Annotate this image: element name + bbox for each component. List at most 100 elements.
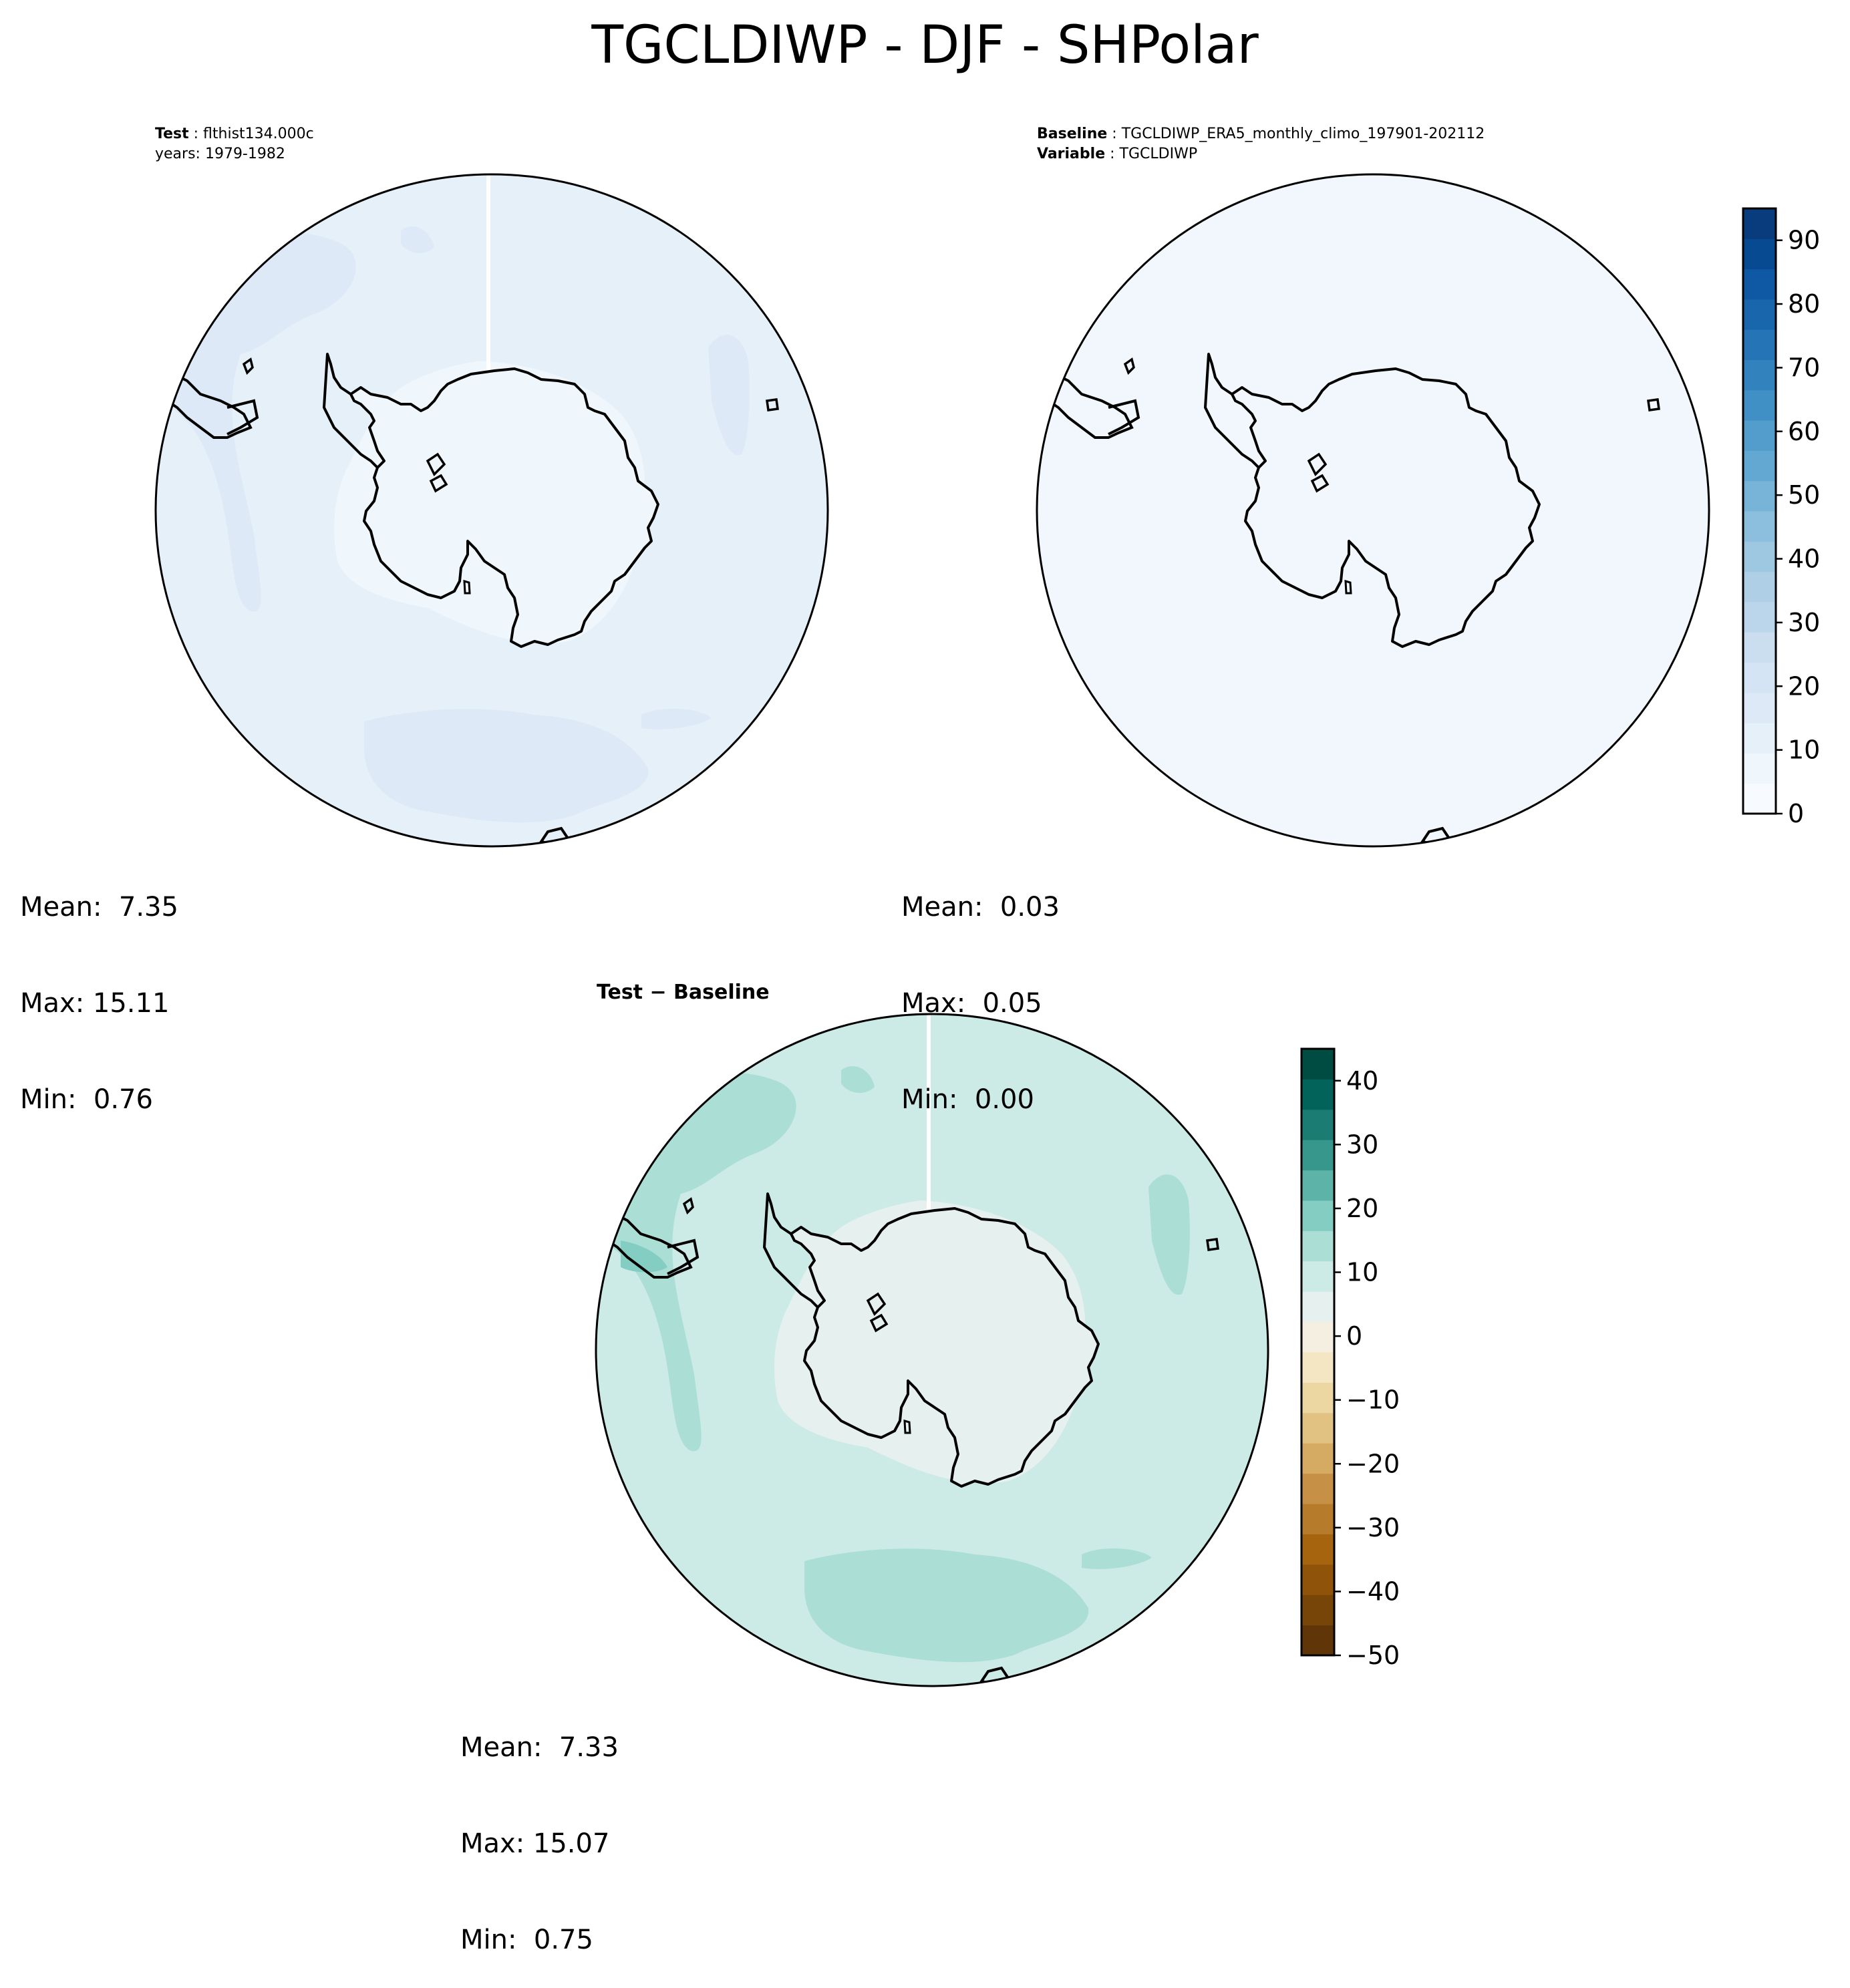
baseline-min: Min: 0.00 (901, 1084, 1034, 1115)
diff-patch-south (804, 1548, 1089, 1663)
test-label: Test (155, 126, 189, 142)
test-patch-north (401, 226, 434, 254)
colorbar-diff-tick-label: −50 (1346, 1641, 1400, 1670)
colorbar-diff-color-segment (1301, 1230, 1334, 1262)
test-mean: Mean: 7.35 (20, 892, 178, 923)
diff-mean: Mean: 7.33 (460, 1732, 619, 1763)
variable-name: TGCLDIWP (1119, 146, 1198, 162)
test-min: Min: 0.76 (20, 1084, 153, 1115)
diff-patch-north (841, 1066, 875, 1094)
colorbar-diff-color-segment (1301, 1382, 1334, 1414)
colorbar-diff-tick-label: 30 (1346, 1130, 1378, 1159)
colorbar-diff-tick-label: 10 (1346, 1258, 1378, 1287)
colorbar-main-color-segment (1743, 541, 1776, 572)
colorbar-main-color-segment (1743, 208, 1776, 239)
baseline-ice-shelf-islands (1307, 452, 1330, 493)
colorbar-main-color-segment (1743, 359, 1776, 391)
colorbar-diff-color-segment (1301, 1079, 1334, 1110)
colorbar-main-color-segment (1743, 238, 1776, 270)
colorbar-main-color-segment (1743, 632, 1776, 663)
diff-patch-east (1148, 1174, 1190, 1295)
colorbar-diff-color-segment (1301, 1412, 1334, 1444)
test-panel-header: Test : flthist134.000c years: 1979-1982 (155, 124, 314, 164)
colorbar-main-color-segment (1743, 571, 1776, 603)
colorbar-main-tick-label: 70 (1788, 353, 1820, 382)
test-patch-south (364, 709, 649, 823)
colorbar-diff: −50 −40 −30 −20 −10 0 10 20 30 40 (1300, 1047, 1400, 1670)
diff-panel-title: Test − Baseline (597, 981, 770, 1004)
colorbar-main-color-segment (1743, 389, 1776, 421)
test-kerguelen-island (766, 398, 779, 411)
colorbar-diff-color-segment (1301, 1352, 1334, 1383)
colorbar-diff-color-segment (1301, 1443, 1334, 1474)
colorbar-main-tick-label: 60 (1788, 417, 1820, 446)
test-ross-island (463, 579, 471, 595)
colorbar-diff-tick-label: 0 (1346, 1321, 1362, 1351)
test-case-name: flthist134.000c (203, 126, 314, 142)
test-tierra-del-fuego (226, 399, 259, 436)
baseline-antarctica-coast (1231, 367, 1541, 648)
colorbar-diff-tick-label: −20 (1346, 1449, 1400, 1478)
colorbar-main-frame (1742, 207, 1777, 815)
baseline-mean: Mean: 0.03 (901, 892, 1060, 923)
test-antarctica-coast (349, 367, 659, 648)
colorbar-main-tick-label: 40 (1788, 544, 1820, 574)
colorbar-main-color-segment (1743, 480, 1776, 512)
baseline-stats: Mean: 0.03 Max: 0.05 Min: 0.00 (901, 827, 1060, 1148)
colorbar-diff-color-segment (1301, 1473, 1334, 1504)
test-seam-line (486, 174, 490, 470)
test-peninsula-coast (323, 353, 379, 469)
diff-map-boundary (595, 1013, 1269, 1687)
colorbar-diff-color-segment (1301, 1140, 1334, 1171)
colorbar-diff-tick-label: −40 (1346, 1577, 1400, 1606)
colorbar-diff-color-segment (1301, 1625, 1334, 1656)
colorbar-diff-tick-label: −10 (1346, 1385, 1400, 1415)
colorbar-main-color-segment (1743, 511, 1776, 542)
diff-peninsula-coast (763, 1192, 819, 1309)
diff-ross-island (903, 1419, 911, 1434)
test-max: Max: 15.11 (20, 988, 170, 1019)
diff-kerguelen-island (1206, 1238, 1219, 1251)
test-patch-east (708, 335, 750, 456)
baseline-kerguelen-island (1647, 398, 1660, 411)
baseline-falkland-islands (1123, 357, 1135, 375)
colorbar-main-color-segment (1743, 329, 1776, 360)
colorbar-diff-color-segment (1301, 1049, 1334, 1080)
diff-south-america-coast (599, 1212, 693, 1279)
colorbar-diff-color-segment (1301, 1291, 1334, 1323)
test-map-boundary (154, 173, 829, 848)
colorbar-main-color-segment (1743, 269, 1776, 300)
colorbar-main-tick-label: 80 (1788, 289, 1820, 319)
figure-title: TGCLDIWP - DJF - SHPolar (591, 15, 1259, 75)
colorbar-main-color-segment (1743, 753, 1776, 784)
diff-min: Min: 0.75 (460, 1925, 593, 1955)
colorbar-diff-color-segment (1301, 1595, 1334, 1626)
colorbar-main-color-segment (1743, 692, 1776, 723)
diff-max: Max: 15.07 (460, 1828, 610, 1859)
colorbar-main-tick-label: 20 (1788, 671, 1820, 701)
colorbar-main-color-segment (1743, 783, 1776, 814)
colorbar-diff-tick-label: 20 (1346, 1194, 1378, 1223)
colorbar-main-tick-label: 90 (1788, 226, 1820, 255)
colorbar-main-tick-label: 30 (1788, 608, 1820, 637)
baseline-case-name: TGCLDIWP_ERA5_monthly_climo_197901-20211… (1121, 126, 1485, 142)
colorbar-diff-color-segment (1301, 1321, 1334, 1353)
baseline-panel-header: Baseline : TGCLDIWP_ERA5_monthly_climo_1… (1037, 126, 1485, 162)
baseline-south-america-coast (1040, 373, 1134, 439)
baseline-label: Baseline (1037, 126, 1108, 142)
variable-label: Variable (1037, 146, 1106, 162)
test-patch-southeast (641, 708, 712, 729)
test-ice-shelf-islands (426, 452, 448, 493)
colorbar-diff-color-segment (1301, 1170, 1334, 1201)
colorbar-main-tick-label: 10 (1788, 735, 1820, 765)
diff-ice-shelf-islands (866, 1292, 889, 1333)
diff-map (595, 1013, 1269, 1687)
colorbar-main-color-segment (1743, 450, 1776, 482)
colorbar-main-color-segment (1743, 299, 1776, 330)
colorbar-main-color-segment (1743, 420, 1776, 451)
diff-patch-drake-passage (621, 1240, 667, 1273)
baseline-peninsula-coast (1204, 353, 1260, 469)
test-south-america-coast (159, 373, 253, 439)
colorbar-main-tick-label: 50 (1788, 480, 1820, 510)
colorbar-diff-color-segment (1301, 1261, 1334, 1292)
